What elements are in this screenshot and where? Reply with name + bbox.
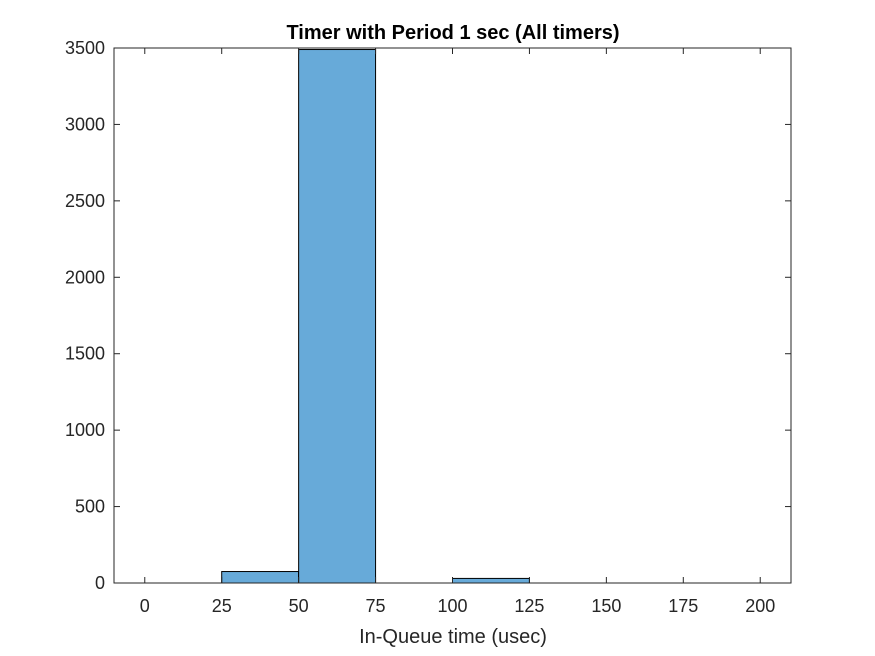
histogram-bar <box>452 577 530 584</box>
y-tick-label: 2500 <box>65 191 105 211</box>
x-axis-label: In-Queue time (usec) <box>359 626 547 648</box>
histogram-bar <box>298 49 377 584</box>
y-tick-label: 0 <box>95 573 105 593</box>
histogram-bar <box>221 571 300 584</box>
x-tick-label: 75 <box>366 596 386 616</box>
x-tick-label: 200 <box>745 596 775 616</box>
y-tick-label: 3500 <box>65 38 105 58</box>
y-tick-label: 1500 <box>65 344 105 364</box>
y-tick-label: 2000 <box>65 267 105 287</box>
x-tick-label: 175 <box>668 596 698 616</box>
x-tick-label: 25 <box>212 596 232 616</box>
y-tick-label: 500 <box>75 497 105 517</box>
x-tick-label: 150 <box>591 596 621 616</box>
x-tick-label: 100 <box>437 596 467 616</box>
y-tick-label: 1000 <box>65 420 105 440</box>
x-tick-label: 125 <box>514 596 544 616</box>
bars-group <box>221 49 530 584</box>
y-tick-label: 3000 <box>65 114 105 134</box>
chart-title: Timer with Period 1 sec (All timers) <box>286 22 619 44</box>
x-tick-label: 0 <box>140 596 150 616</box>
axes-group: 0 25 50 75 100 125 150 175 200050010001500200025… <box>65 38 792 616</box>
plot-frame <box>113 47 792 584</box>
x-tick-label: 50 <box>289 596 309 616</box>
